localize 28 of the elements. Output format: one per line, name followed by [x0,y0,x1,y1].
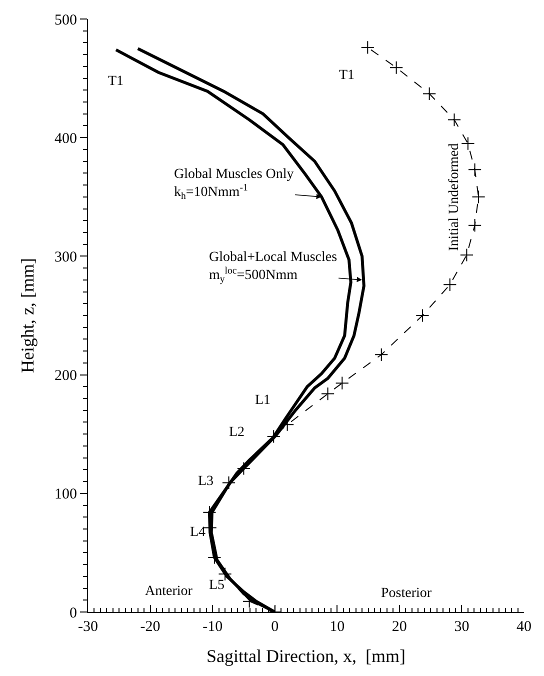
y-tick-label: 100 [54,486,77,503]
y-tick-label: 200 [54,368,77,384]
annotation: T1 [339,68,355,83]
annotation: T1 [108,74,124,89]
x-tick-label: 40 [516,619,532,635]
annotation: L1 [255,393,271,408]
y-tick-label: 0 [70,605,77,622]
x-tick-label: -30 [78,619,98,635]
x-tick-label: 10 [330,619,345,635]
x-axis-title: Sagittal Direction, x, [mm] [206,646,406,666]
annotation: L2 [229,425,245,440]
y-tick-label: 500 [54,12,77,28]
y-axis-title: Height, z, [mm] [18,258,38,373]
annotation: Posterior [381,586,432,601]
x-tick-label: -10 [202,619,223,635]
y-tick-label: 400 [54,130,77,147]
x-tick-label: -20 [140,619,160,635]
annotation: Anterior [145,584,193,599]
annotation: L4 [190,525,206,540]
x-tick-label: 0 [271,619,279,635]
x-tick-label: 20 [392,619,407,635]
annotation: Global Muscles Only k$_{h}$=10Nmm$^{-1}$ [174,167,294,202]
annotation: L5 [209,578,225,593]
annotation: Global+Local Muscles m$_{y}$$^{loc}$=500Nmm [209,250,338,286]
text: Initial Undeformed [447,143,462,251]
x-tick-label: 30 [454,619,470,635]
y-tick-label: 300 [54,249,77,266]
annotation: L3 [198,474,214,489]
